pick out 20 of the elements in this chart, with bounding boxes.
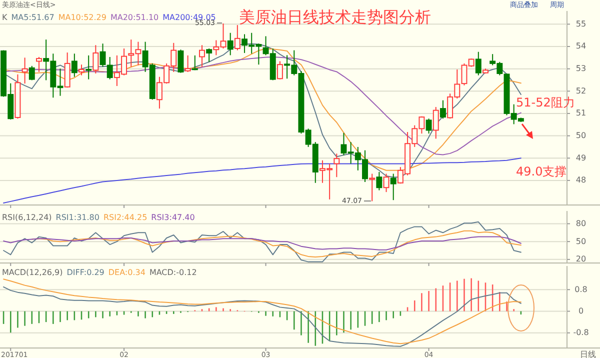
y-tick-label: 54 — [576, 42, 586, 51]
y-tick-label: 50 — [576, 130, 586, 140]
y-tick-label: 80 — [576, 218, 586, 228]
legend: RSI(6,12,24) RSI1:31.80 RSI2:44.25 RSI3:47.40 — [2, 213, 195, 222]
y-tick-label: 50 — [576, 236, 586, 246]
y-tick-label: -0.8 — [573, 328, 589, 338]
text: 日线 — [580, 350, 596, 358]
annotation: 49.0支撑 — [516, 164, 567, 178]
annotation: 51-52阻力 — [516, 95, 575, 110]
y-tick-label: 0 — [578, 306, 584, 316]
legend: MACD(12,26,9) DIFF:0.29 DEA:0.34 MACD:-0.12 — [2, 268, 197, 278]
y-tick-label: 0.8 — [574, 284, 588, 294]
y-tick-label: 48 — [576, 176, 586, 185]
y-tick-label: 49 — [576, 153, 586, 162]
chart-title: 美原油日线技术走势图分析 — [239, 7, 431, 26]
y-tick-label: 53 — [576, 64, 586, 73]
y-tick-label: 52 — [576, 86, 586, 96]
y-tick-label: 55 — [576, 19, 586, 28]
y-tick-label: 51 — [576, 108, 586, 118]
y-tick-label: 20 — [576, 254, 586, 264]
